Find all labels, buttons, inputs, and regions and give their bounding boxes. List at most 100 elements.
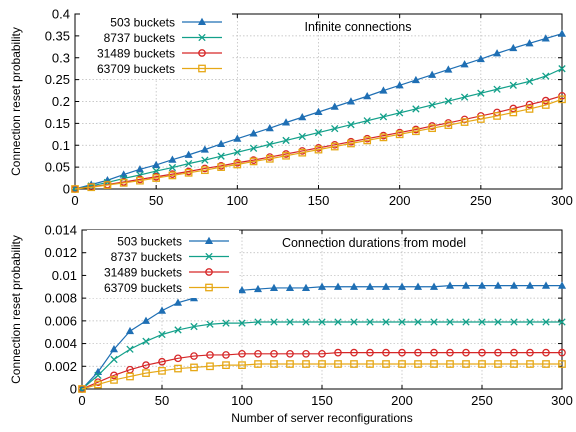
data-point [525, 39, 534, 47]
data-point [333, 282, 343, 290]
data-point [541, 34, 550, 42]
data-point [525, 100, 534, 109]
legend-marker [198, 49, 206, 57]
data-point [314, 128, 323, 137]
data-point [414, 360, 422, 368]
data-point [444, 97, 453, 105]
data-point [302, 360, 310, 368]
data-point [152, 174, 161, 182]
x-tick-label: 150 [308, 193, 330, 208]
data-point [314, 107, 323, 116]
data-point [201, 156, 209, 164]
x-tick-label: 250 [471, 393, 493, 408]
data-point [478, 348, 486, 357]
data-point [526, 360, 534, 368]
data-point [414, 318, 422, 326]
data-point [428, 124, 436, 133]
data-point [254, 318, 262, 326]
data-point [217, 139, 226, 147]
data-point [349, 282, 359, 290]
data-point [462, 360, 470, 368]
data-point [249, 144, 258, 152]
data-point [347, 139, 355, 148]
y-tick-label: 0.25 [45, 72, 70, 87]
data-point [446, 360, 454, 368]
series-8737-buckets [71, 65, 566, 193]
data-point [71, 185, 79, 193]
data-point [206, 320, 214, 328]
legend-marker [198, 64, 206, 73]
data-point [347, 121, 355, 129]
data-point [222, 351, 230, 359]
series-line [74, 98, 563, 190]
data-point [270, 318, 278, 326]
chart-panel-2: 0 50 100 150 200 250 300 0 0.002 0.004 0.006 0.008 0… [9, 223, 573, 426]
series-line [74, 68, 563, 190]
data-point [526, 318, 534, 326]
series-31489-buckets [71, 91, 566, 193]
data-point [334, 360, 342, 368]
data-point [396, 109, 404, 117]
y-tick-label: 0.008 [44, 291, 77, 306]
data-point [282, 151, 290, 160]
data-point [281, 118, 291, 126]
data-point [379, 86, 388, 94]
data-point [350, 348, 358, 357]
y-tick-label: 0.4 [52, 7, 70, 22]
legend-marker [205, 283, 213, 292]
data-point [428, 101, 436, 109]
y-tick-label: 0.35 [45, 28, 70, 43]
data-point [542, 360, 550, 368]
y-tick-label: 0.002 [44, 359, 77, 374]
x-tick-label: 200 [389, 193, 411, 208]
x-tick-label: 250 [470, 193, 492, 208]
data-point [494, 348, 502, 357]
data-point [249, 157, 258, 166]
data-point [477, 89, 485, 97]
data-point [558, 318, 566, 326]
data-point [265, 123, 274, 132]
data-point [152, 160, 161, 168]
data-point [382, 360, 390, 368]
data-point [478, 318, 486, 326]
data-point [397, 282, 407, 290]
data-point [414, 348, 422, 357]
y-tick-label: 0.15 [45, 116, 70, 131]
data-point [141, 316, 151, 324]
data-point [350, 318, 358, 326]
data-point [318, 318, 326, 326]
data-point [510, 348, 518, 357]
data-point [158, 330, 166, 339]
data-point [135, 165, 144, 173]
data-point [478, 360, 486, 368]
y-tick-label: 0.01 [52, 268, 77, 283]
data-point [110, 355, 118, 364]
data-point [173, 298, 183, 306]
data-point [350, 360, 358, 368]
data-point [206, 362, 214, 371]
data-point [526, 348, 534, 357]
data-point [395, 130, 404, 139]
y-tick-label: 0.006 [44, 313, 77, 328]
y-tick-label: 0.004 [44, 336, 77, 351]
x-tick-label: 150 [311, 393, 333, 408]
data-point [249, 129, 258, 137]
data-point [286, 360, 294, 368]
data-point [87, 183, 96, 192]
data-point [157, 306, 167, 314]
data-point [462, 318, 470, 326]
data-point [382, 318, 390, 326]
data-point [395, 81, 404, 89]
data-point [413, 282, 423, 290]
data-point [94, 380, 102, 389]
chart-panel-1: 0 50 100 150 200 250 300 0 0.05 0.1 0.15 0.2 0.25 0.3… [9, 7, 573, 209]
data-point [363, 92, 372, 100]
legend-label: 31489 buckets [104, 266, 182, 280]
data-point [557, 281, 567, 289]
data-point [110, 371, 118, 380]
data-point [298, 113, 307, 121]
data-point [266, 140, 274, 149]
data-point [411, 75, 420, 84]
data-point [201, 166, 209, 175]
